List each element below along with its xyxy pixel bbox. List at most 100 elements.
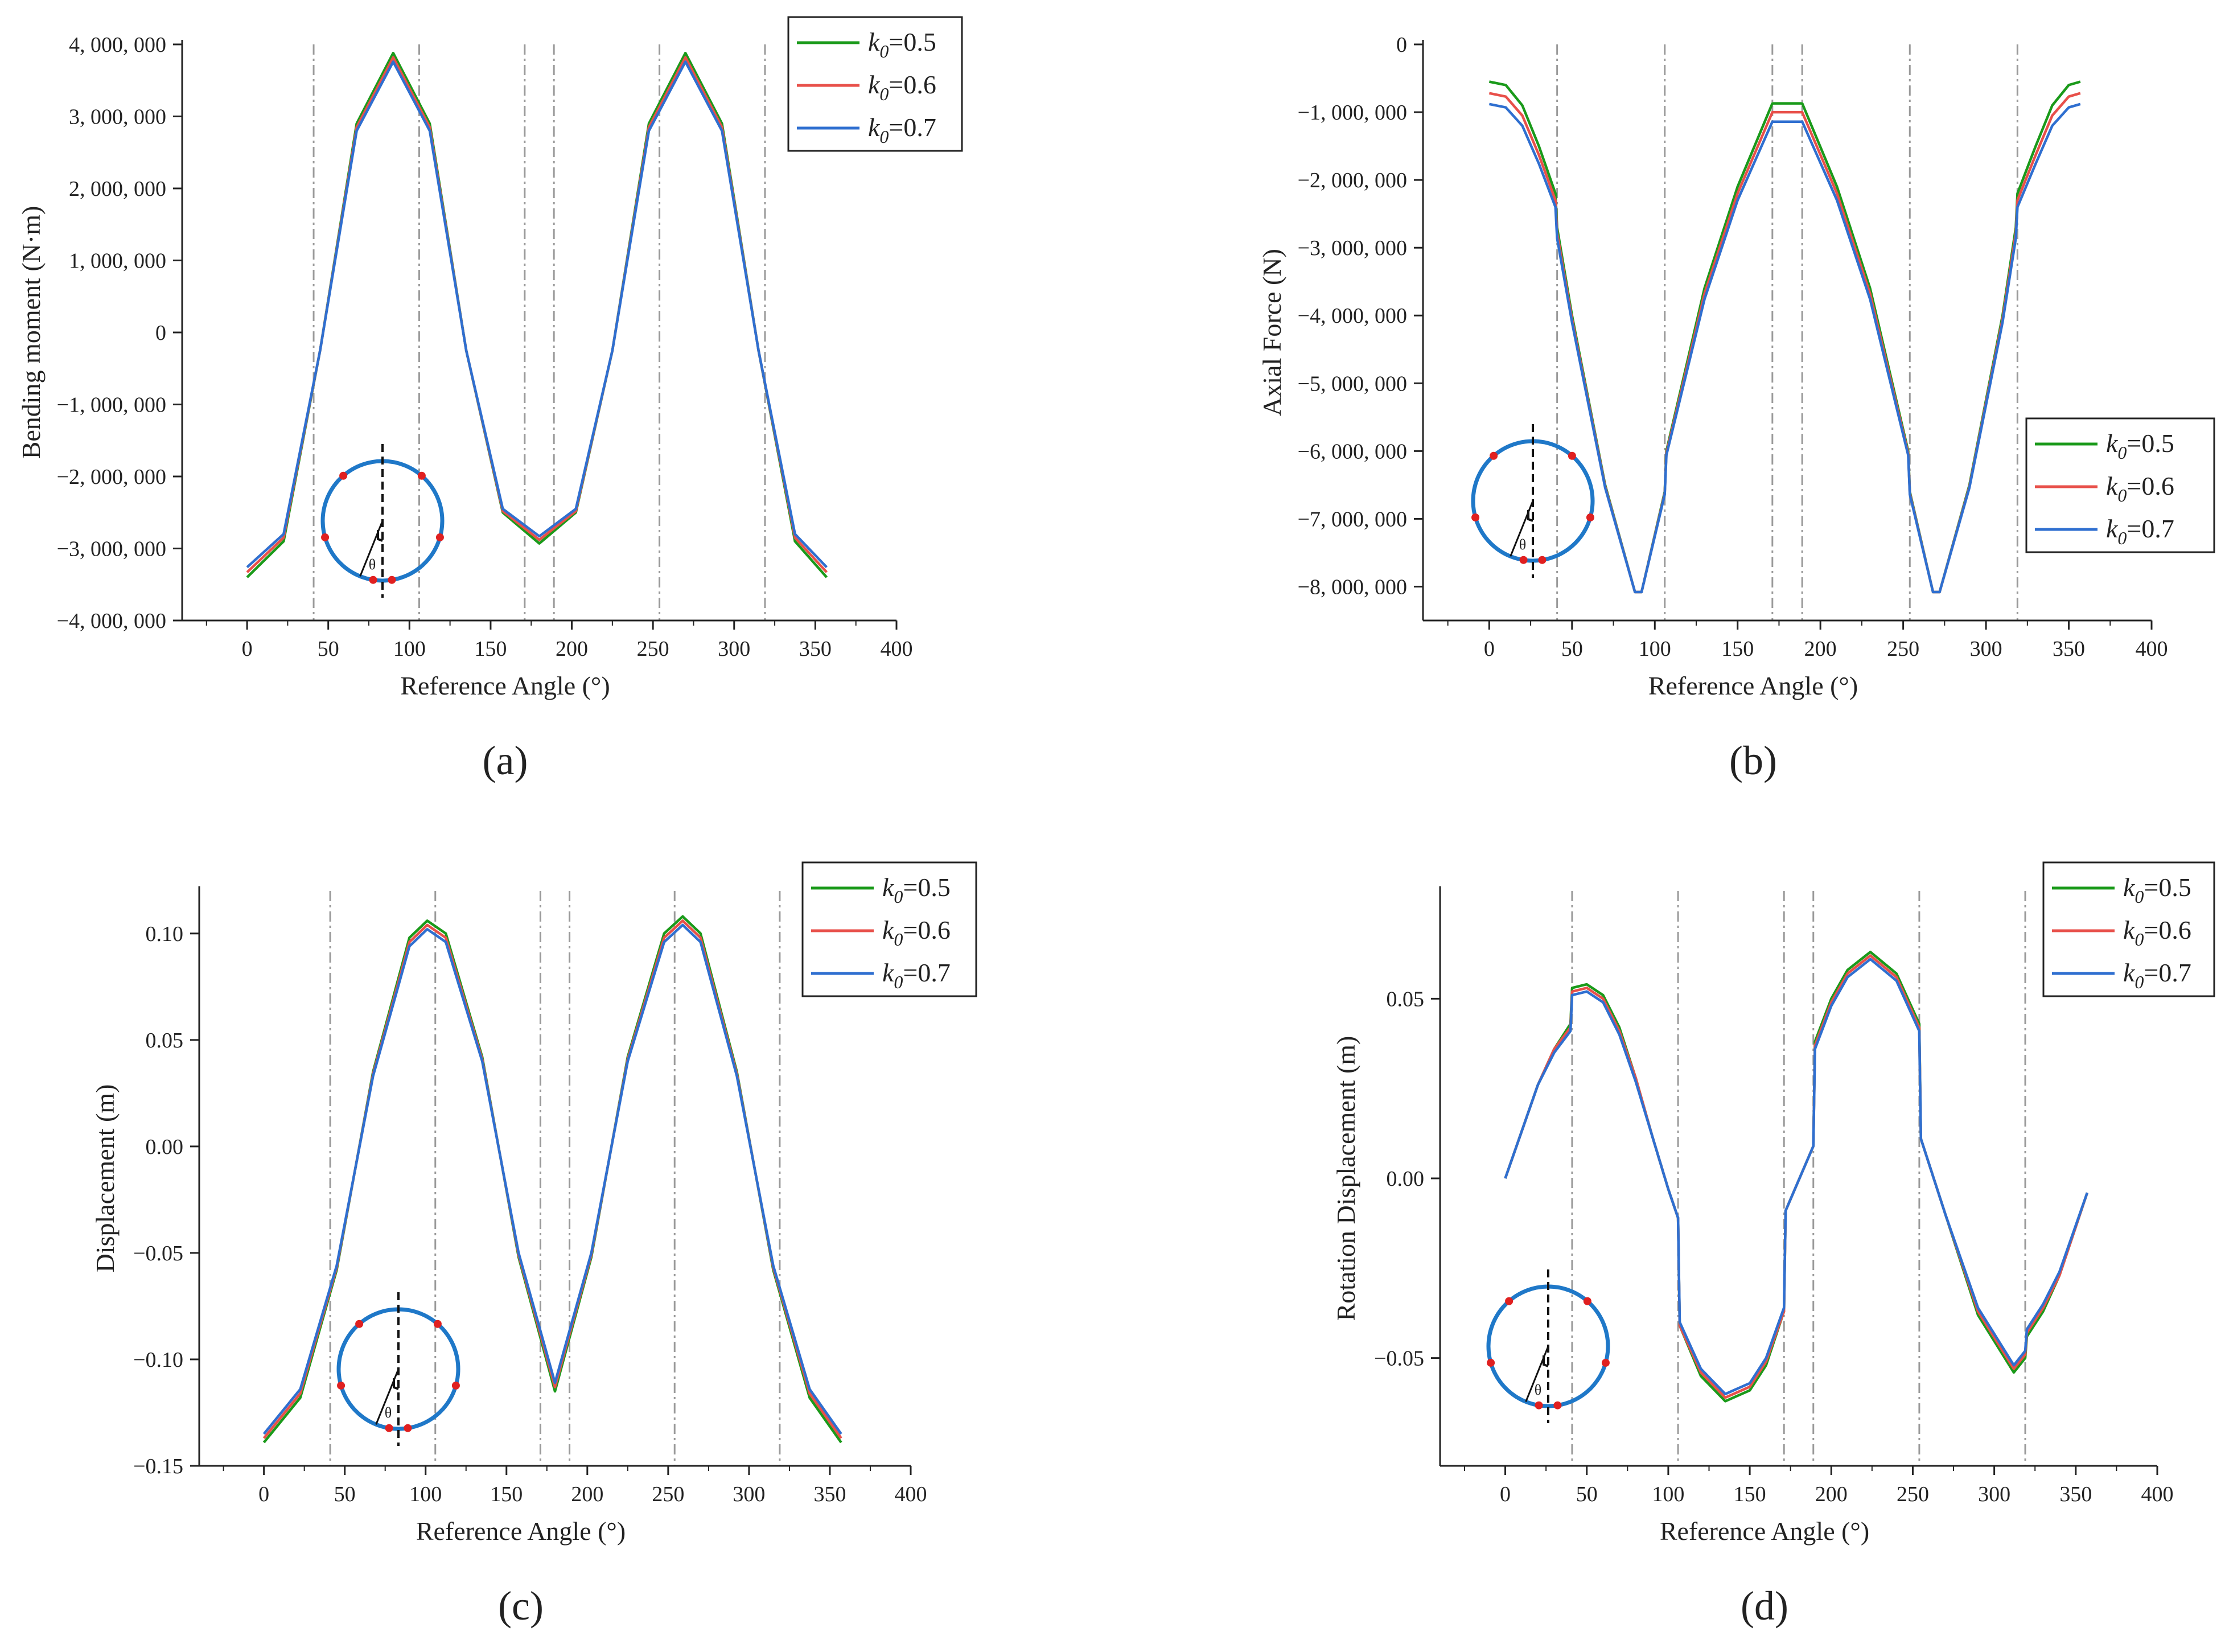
joint-marker [1568, 451, 1576, 460]
series-line-3 [246, 60, 828, 569]
x-tick-label: 350 [2059, 1482, 2092, 1506]
chart-panel-d: 0 50 100 150 200 250 300 350 400 −0.05 0.00 0.05 Ref… [1331, 861, 2215, 1629]
theta-label: θ [369, 556, 376, 573]
x-tick-label: 200 [1815, 1482, 1848, 1506]
legend-label-2: k0=0.6 [2123, 915, 2191, 950]
y-tick-label: −5, 000, 000 [1298, 372, 1407, 396]
x-tick-label: 400 [2141, 1482, 2174, 1506]
tunnel-ring-inset: θ [1471, 424, 1595, 578]
panel-label: (d) [1741, 1583, 1788, 1629]
joint-marker [1586, 513, 1594, 521]
x-tick-label: 400 [2136, 637, 2168, 661]
series-line-1 [246, 51, 828, 578]
x-tick-label: 300 [1970, 637, 2002, 661]
x-tick-label: 350 [799, 637, 832, 661]
theta-label: θ [1535, 1382, 1541, 1398]
y-tick-label: 0.05 [1387, 987, 1425, 1011]
x-tick-label: 50 [318, 637, 339, 661]
y-tick-label: 3, 000, 000 [69, 105, 166, 129]
legend-label-3: k0=0.7 [868, 113, 936, 147]
legend: k0=0.5 k0=0.6 k0=0.7 [2042, 861, 2215, 997]
angle-arc [377, 530, 383, 542]
angle-arc [393, 1378, 399, 1390]
joint-marker [1487, 1358, 1495, 1367]
panel-label: (b) [1729, 738, 1777, 783]
y-tick-label: 0 [1396, 33, 1407, 57]
series-line-2 [262, 919, 842, 1439]
legend-label-2: k0=0.6 [2106, 471, 2174, 506]
y-tick-label: 2, 000, 000 [69, 177, 166, 201]
tunnel-ring-inset: θ [320, 444, 445, 598]
joint-marker [1505, 1297, 1514, 1305]
series-line-2 [1504, 954, 2089, 1399]
series-line-2 [1488, 92, 2081, 594]
theta-label: θ [1519, 536, 1526, 553]
y-axis-label: Rotation Displacement (m) [1331, 1036, 1360, 1321]
y-tick-label: −8, 000, 000 [1298, 575, 1407, 599]
x-tick-label: 250 [1897, 1482, 1929, 1506]
joint-marker [1490, 451, 1498, 460]
joint-marker [339, 471, 348, 480]
y-tick-label: 0.00 [146, 1135, 184, 1159]
x-tick-label: 300 [733, 1482, 765, 1506]
panel-label: (c) [498, 1583, 544, 1629]
y-tick-label: −1, 000, 000 [1298, 101, 1407, 125]
x-tick-label: 150 [1734, 1482, 1766, 1506]
x-tick-label: 100 [409, 1482, 442, 1506]
x-tick-label: 150 [490, 1482, 523, 1506]
y-tick-label: −0.05 [133, 1242, 183, 1265]
chart-panel-a: 0 50 100 150 200 250 300 350 400 −4, 000, 000 −3, … [17, 16, 963, 783]
joint-marker [1471, 513, 1480, 521]
x-tick-label: 0 [242, 637, 253, 661]
series-line-3 [262, 923, 842, 1435]
joint-marker [321, 533, 330, 541]
series-line-2 [246, 56, 828, 573]
joint-marker [388, 576, 396, 584]
x-tick-label: 50 [1576, 1482, 1598, 1506]
legend-label-2: k0=0.6 [868, 70, 936, 104]
y-tick-label: −0.15 [133, 1454, 183, 1478]
x-tick-label: 300 [1978, 1482, 2010, 1506]
series-line-1 [1504, 951, 2089, 1403]
x-tick-label: 150 [474, 637, 507, 661]
x-axis-label: Reference Angle (°) [400, 671, 610, 700]
joint-marker [433, 1320, 442, 1328]
x-tick-label: 150 [1721, 637, 1754, 661]
y-tick-label: 0.10 [146, 922, 184, 946]
x-axis-label: Reference Angle (°) [1660, 1517, 1869, 1546]
joint-marker [1583, 1297, 1591, 1305]
legend: k0=0.5 k0=0.6 k0=0.7 [787, 16, 963, 152]
joint-marker [451, 1381, 460, 1390]
y-tick-label: −3, 000, 000 [57, 537, 166, 561]
chart-panel-b: 0 50 100 150 200 250 300 350 400 −8, 000, 000 −7, … [1257, 33, 2215, 783]
x-tick-label: 50 [334, 1482, 356, 1506]
joint-marker [355, 1320, 364, 1328]
x-tick-label: 0 [258, 1482, 269, 1506]
x-tick-label: 350 [2053, 637, 2085, 661]
y-tick-label: −6, 000, 000 [1298, 439, 1407, 463]
joint-marker [369, 576, 377, 584]
joint-marker [1538, 556, 1547, 564]
legend: k0=0.5 k0=0.6 k0=0.7 [2025, 417, 2215, 553]
tunnel-ring-inset: θ [336, 1292, 460, 1446]
y-tick-label: −2, 000, 000 [57, 465, 166, 489]
chart-panel-c: 0 50 100 150 200 250 300 350 400 −0.15 −0.10 −0.05 0… [91, 861, 977, 1629]
y-axis-label: Displacement (m) [91, 1084, 120, 1273]
x-tick-label: 100 [1639, 637, 1671, 661]
y-tick-label: −0.05 [1374, 1347, 1424, 1371]
joint-marker [1535, 1401, 1543, 1409]
x-tick-label: 200 [556, 637, 588, 661]
y-axis-label: Bending moment (N·m) [17, 206, 46, 459]
y-tick-label: −1, 000, 000 [57, 393, 166, 417]
joint-marker [404, 1424, 412, 1432]
series-line-3 [1504, 957, 2089, 1396]
angle-arc [1543, 1355, 1549, 1367]
tunnel-ring-inset: θ [1486, 1269, 1610, 1423]
x-tick-label: 250 [637, 637, 669, 661]
joint-marker [417, 471, 426, 480]
series-line-3 [1488, 102, 2081, 594]
y-tick-label: 0 [155, 321, 166, 345]
y-tick-label: −0.10 [133, 1348, 183, 1372]
y-tick-label: 0.05 [146, 1029, 184, 1053]
